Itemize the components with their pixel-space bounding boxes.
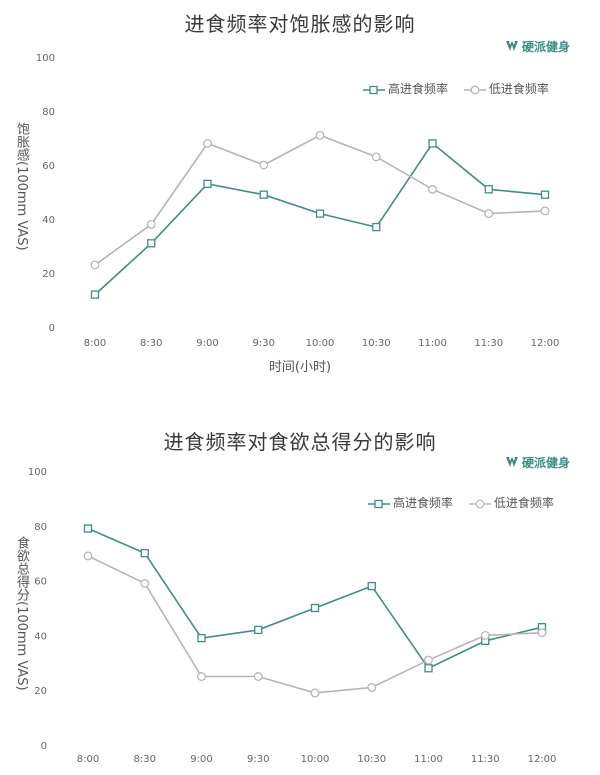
legend-item-low: 低进食频率	[463, 80, 549, 97]
y-axis-label: 饱胀感(100mm VAS)	[14, 122, 29, 251]
data-point-low	[371, 152, 381, 162]
series-line-low	[94, 134, 546, 266]
data-point-high	[484, 185, 493, 194]
data-point-high	[540, 190, 550, 199]
brand-name: 硬派健身	[521, 456, 570, 470]
x-tick-label: 10:30	[357, 754, 386, 765]
data-point-low	[140, 578, 150, 588]
square-marker-icon	[363, 85, 385, 95]
data-point-high	[259, 190, 268, 199]
data-point-low	[203, 138, 212, 148]
data-point-low	[484, 209, 494, 219]
data-point-high	[428, 139, 437, 148]
brand-watermark: 硬派健身	[505, 38, 570, 55]
x-tick-label: 8:30	[140, 338, 162, 349]
x-tick-label: 12:00	[528, 754, 557, 765]
x-tick-label: 9:30	[247, 754, 269, 765]
data-point-low	[480, 630, 490, 640]
brand-watermark: 硬派健身	[505, 454, 570, 471]
y-tick-label: 60	[42, 161, 55, 172]
series-line-high	[87, 527, 543, 670]
x-tick-label: 10:00	[306, 338, 335, 349]
chart-legend: 高进食频率 低进食频率	[368, 494, 566, 511]
chart-panel-satiety: 0 20 40 60 80 100 8:00 8:30 9:00 9:30 10:00 10:30 11…	[14, 12, 570, 375]
chart-legend: 高进食频率 低进食频率	[363, 80, 561, 97]
data-point-low	[90, 260, 100, 270]
data-point-low	[315, 130, 325, 140]
data-point-high	[424, 664, 433, 673]
data-point-high	[372, 222, 381, 232]
brand-logo-icon	[505, 457, 518, 467]
data-point-high	[197, 633, 206, 643]
y-tick-label: 20	[34, 686, 47, 697]
brand-name: 硬派健身	[521, 40, 570, 54]
data-point-low	[259, 160, 269, 170]
x-axis-label: 时间(小时)	[268, 360, 332, 375]
y-tick-label: 60	[34, 577, 47, 588]
data-point-high	[90, 290, 100, 299]
circle-marker-icon	[463, 85, 486, 95]
data-point-low	[428, 184, 437, 194]
data-point-low	[540, 206, 550, 216]
legend-item-high: 高进食频率	[368, 494, 453, 511]
data-point-high	[140, 549, 149, 558]
data-point-high	[315, 209, 325, 218]
y-tick-label: 80	[34, 522, 47, 533]
y-tick-label: 100	[36, 53, 55, 64]
legend-item-high: 高进食频率	[363, 80, 448, 97]
legend-label: 高进食频率	[393, 496, 454, 510]
series-line-high	[94, 142, 546, 296]
data-point-low	[424, 655, 433, 665]
data-point-low	[83, 551, 93, 561]
appetite-chart-svg: 0 20 40 60 80 100 8:00 8:30 9:00 9:30 10:00 10:30 11…	[28, 467, 557, 765]
x-tick-label: 11:00	[418, 338, 447, 349]
x-tick-label: 11:30	[474, 338, 503, 349]
data-point-low	[146, 219, 156, 229]
x-tick-label: 9:30	[253, 338, 275, 349]
chart-panel-appetite: 0 20 40 60 80 100 8:00 8:30 9:00 9:30 10:00 10:30 11…	[0, 388, 600, 775]
y-tick-label: 40	[34, 631, 47, 642]
y-tick-label: 40	[42, 215, 55, 226]
x-tick-label: 12:00	[531, 338, 560, 349]
y-tick-label: 100	[28, 467, 47, 478]
x-tick-label: 9:00	[190, 754, 212, 765]
data-point-low	[197, 672, 206, 681]
x-tick-label: 10:00	[301, 754, 330, 765]
chart-title: 进食频率对饱胀感的影响	[184, 12, 416, 36]
x-tick-label: 11:30	[471, 754, 500, 765]
y-tick-label: 80	[42, 107, 55, 118]
x-tick-label: 9:00	[196, 338, 218, 349]
y-axis-label: 食欲总得分(100mm VAS)	[14, 536, 29, 691]
y-tick-label: 0	[41, 741, 47, 752]
data-point-high	[367, 581, 376, 591]
chart-title: 进食频率对食欲总得分的影响	[163, 430, 437, 454]
y-tick-label: 20	[42, 269, 55, 280]
legend-item-low: 低进食频率	[468, 494, 554, 511]
x-tick-label: 8:00	[84, 338, 106, 349]
circle-marker-icon	[468, 499, 491, 509]
data-point-low	[367, 683, 377, 692]
x-tick-label: 8:00	[77, 754, 99, 765]
data-point-high	[203, 179, 212, 189]
x-tick-label: 11:00	[414, 754, 443, 765]
x-tick-label: 10:30	[362, 338, 391, 349]
data-point-high	[254, 625, 263, 635]
y-tick-label: 0	[49, 323, 55, 334]
legend-label: 高进食频率	[388, 82, 449, 96]
data-point-high	[147, 239, 156, 248]
series-line-low	[87, 555, 543, 694]
data-point-low	[310, 688, 320, 698]
x-tick-label: 8:30	[134, 754, 156, 765]
satiety-chart-svg: 0 20 40 60 80 100 8:00 8:30 9:00 9:30 10:00 10:30 11…	[36, 53, 560, 349]
data-point-high	[83, 524, 93, 533]
brand-logo-icon	[505, 41, 518, 51]
legend-label: 低进食频率	[493, 496, 554, 510]
data-point-low	[537, 628, 547, 638]
legend-label: 低进食频率	[488, 82, 549, 96]
data-point-high	[310, 603, 320, 613]
data-point-low	[253, 672, 263, 681]
square-marker-icon	[368, 499, 390, 509]
